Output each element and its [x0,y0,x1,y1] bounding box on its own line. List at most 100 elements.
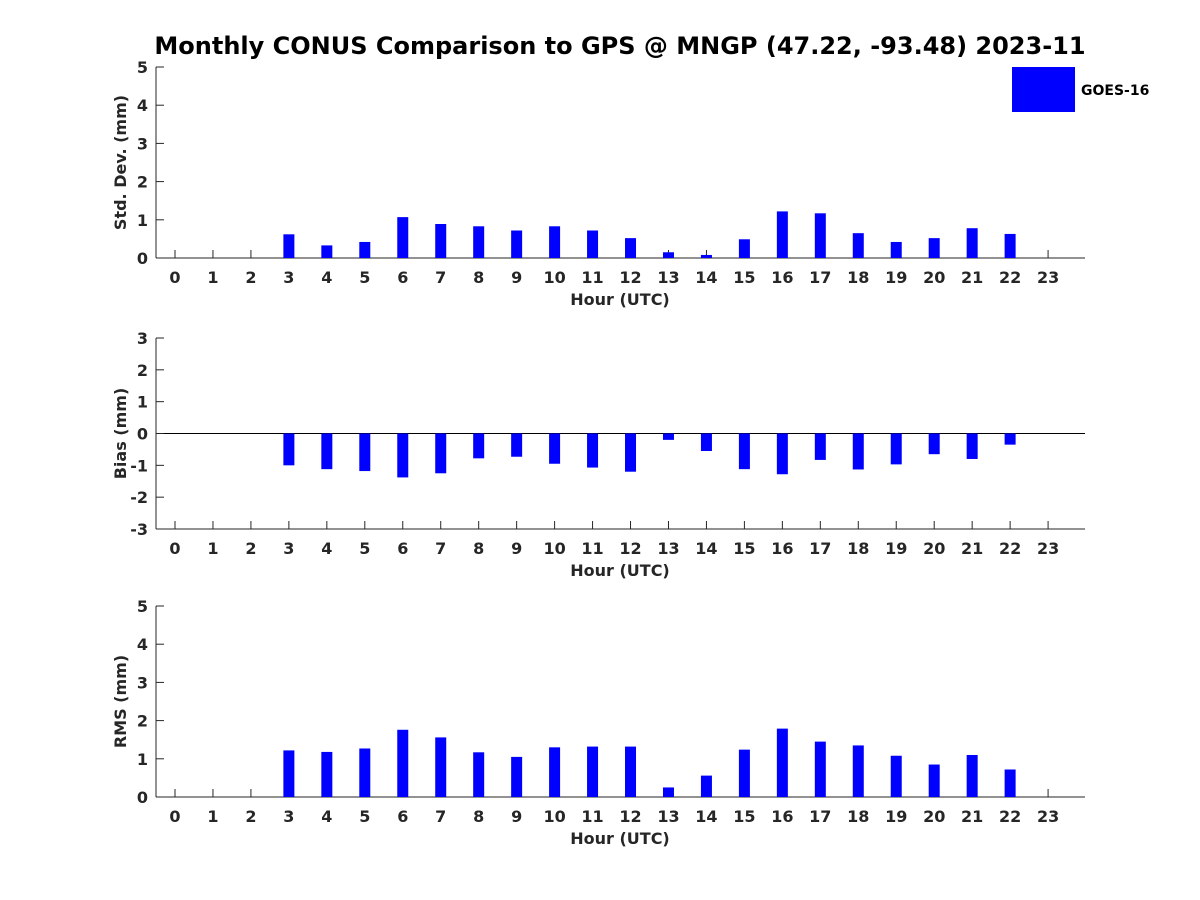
y-tick-label: 4 [137,635,148,654]
x-tick-label: 6 [397,539,408,558]
x-tick-label: 4 [321,807,332,826]
x-tick-label: 19 [885,807,907,826]
x-tick-label: 21 [961,807,983,826]
bar-std-hour-17 [814,213,826,258]
bar-bias-hour-7 [435,433,447,474]
bar-rms-hour-22 [1004,769,1016,797]
bar-bias-hour-14 [700,433,712,452]
bar-std-hour-20 [928,238,940,258]
x-tick-label: 0 [169,539,180,558]
bar-std-hour-9 [511,230,523,258]
y-tick-label: 0 [137,425,148,444]
bar-std-hour-8 [473,226,485,258]
bar-std-hour-3 [283,234,295,258]
y-tick-label: -1 [130,456,148,475]
bar-bias-hour-19 [890,433,902,465]
x-tick-label: 3 [283,268,294,287]
bar-std-hour-16 [776,211,788,258]
x-tick-label: 10 [543,268,565,287]
bar-rms-hour-14 [700,775,712,797]
bar-std-hour-4 [321,245,333,258]
x-axis-label: Hour (UTC) [570,561,670,580]
x-tick-label: 7 [435,807,446,826]
bar-rms-hour-15 [738,749,750,797]
bar-rms-hour-4 [321,751,333,797]
y-tick-label: 2 [137,361,148,380]
x-tick-label: 1 [207,539,218,558]
x-tick-label: 9 [511,807,522,826]
x-tick-label: 5 [359,268,370,287]
y-tick-label: -2 [130,488,148,507]
x-tick-label: 18 [847,539,869,558]
bar-rms-hour-21 [966,754,978,797]
bar-std-hour-15 [738,239,750,258]
x-tick-label: 1 [207,268,218,287]
bar-bias-hour-18 [852,433,864,470]
x-tick-label: 6 [397,807,408,826]
bar-rms-hour-18 [852,745,864,797]
x-tick-label: 10 [543,807,565,826]
x-tick-label: 12 [619,539,641,558]
bar-rms-hour-8 [473,752,485,797]
bar-rms-hour-6 [397,729,409,797]
bar-std-hour-14 [700,254,712,258]
legend-swatch-goes-16 [1012,67,1075,112]
x-tick-label: 17 [809,539,831,558]
x-tick-label: 2 [245,268,256,287]
bar-std-hour-18 [852,233,864,258]
x-tick-label: 20 [923,539,945,558]
x-tick-label: 9 [511,268,522,287]
x-tick-label: 8 [473,539,484,558]
x-tick-label: 18 [847,807,869,826]
bar-bias-hour-10 [549,433,561,464]
bar-bias-hour-22 [1004,433,1016,445]
x-tick-label: 9 [511,539,522,558]
x-tick-label: 19 [885,539,907,558]
legend: GOES-16 [1012,67,1149,112]
x-tick-label: 15 [733,539,755,558]
bar-std-hour-11 [587,230,599,258]
y-tick-label: 0 [137,249,148,268]
bar-bias-hour-11 [587,433,599,468]
x-tick-label: 16 [771,807,793,826]
x-tick-label: 21 [961,539,983,558]
y-tick-label: 3 [137,134,148,153]
bar-bias-hour-9 [511,433,523,457]
x-tick-label: 4 [321,268,332,287]
x-tick-label: 18 [847,268,869,287]
x-tick-label: 8 [473,268,484,287]
x-tick-label: 20 [923,268,945,287]
x-axis-label: Hour (UTC) [570,290,670,309]
x-tick-label: 17 [809,268,831,287]
x-tick-label: 5 [359,539,370,558]
x-tick-label: 5 [359,807,370,826]
bar-rms-hour-11 [587,746,599,797]
y-tick-label: 1 [137,393,148,412]
bar-rms-hour-17 [814,741,826,797]
y-tick-label: 5 [137,58,148,77]
bar-rms-hour-5 [359,748,371,797]
bar-std-hour-12 [625,238,637,258]
bar-std-hour-10 [549,226,561,258]
y-tick-label: 2 [137,712,148,731]
bar-std-hour-5 [359,241,371,258]
bar-rms-hour-3 [283,750,295,797]
x-tick-label: 11 [581,539,603,558]
y-axis-label: RMS (mm) [111,655,130,748]
x-tick-label: 7 [435,539,446,558]
bar-bias-hour-20 [928,433,940,455]
x-tick-label: 3 [283,539,294,558]
y-tick-label: 3 [137,673,148,692]
x-tick-label: 16 [771,539,793,558]
x-tick-label: 0 [169,807,180,826]
x-tick-label: 12 [619,268,641,287]
x-tick-label: 15 [733,807,755,826]
y-axis-label: Std. Dev. (mm) [111,95,130,230]
x-tick-label: 16 [771,268,793,287]
